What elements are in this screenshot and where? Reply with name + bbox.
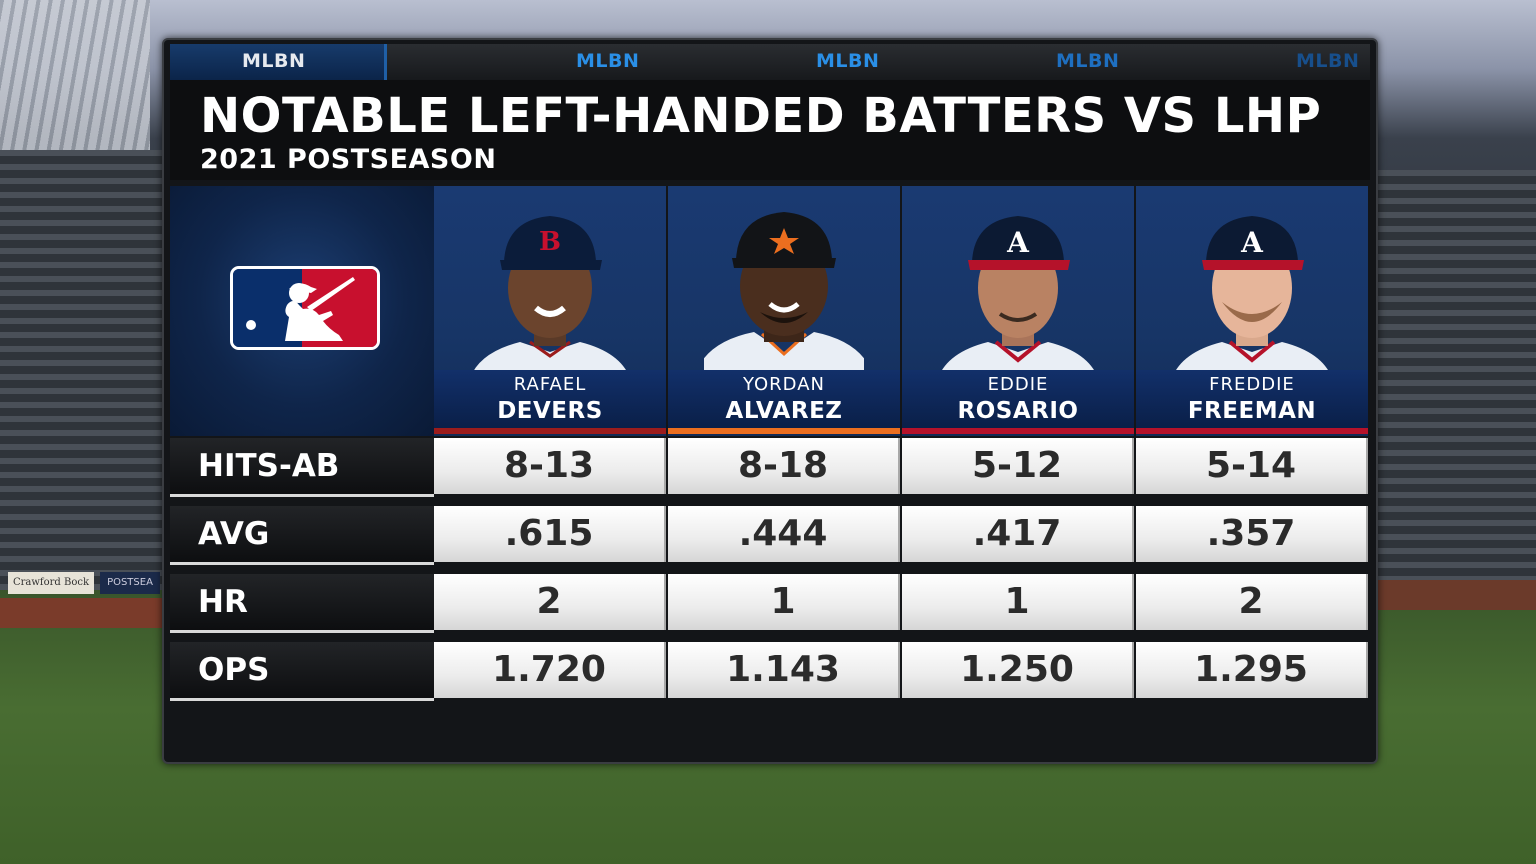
stat-value: 1	[770, 581, 796, 622]
ad-sign: Crawford Bock	[8, 572, 94, 594]
team-color-stripe	[668, 428, 900, 434]
stat-cell: 5-14	[1136, 438, 1368, 494]
stats-panel: MLBN MLBN MLBN MLBN MLBN NOTABLE LEFT-HA…	[162, 38, 1378, 764]
graphic-subtitle: 2021 POSTSEASON	[200, 144, 497, 175]
right-stands	[1372, 170, 1536, 580]
stat-cell: 1.720	[434, 642, 666, 698]
player-card-devers: B RAFAEL DEVERS	[434, 186, 666, 436]
braves-a-icon: A	[1006, 226, 1030, 259]
player-first-name: FREDDIE	[1209, 374, 1295, 395]
braves-a-icon: A	[1240, 226, 1264, 259]
stat-cell: 1	[668, 574, 900, 630]
player-namebar	[902, 370, 1134, 428]
astros-star-icon	[769, 228, 799, 254]
player-card-rosario: A EDDIE ROSARIO	[902, 186, 1134, 436]
player-namebar	[1136, 370, 1368, 428]
stat-label: OPS	[170, 642, 434, 701]
stat-label-text: AVG	[198, 516, 270, 552]
stat-value: .444	[738, 513, 828, 554]
left-wall	[0, 598, 165, 628]
player-last-name: FREEMAN	[1187, 398, 1317, 424]
player-photo-rosario: A	[938, 216, 1098, 378]
stat-value: 2	[1238, 581, 1264, 622]
mlb-logo-icon	[230, 266, 380, 350]
stat-value: 8-18	[737, 445, 829, 486]
postseason-sign: POSTSEA	[100, 572, 160, 594]
stat-label: HITS-AB	[170, 438, 434, 497]
stat-value: 1.250	[960, 649, 1074, 690]
stat-value: 5-14	[1205, 445, 1297, 486]
stat-value: 8-13	[503, 445, 595, 486]
stat-label-text: HITS-AB	[198, 448, 340, 484]
red-sox-b-icon: B	[539, 227, 561, 257]
stat-value: 1.143	[726, 649, 840, 690]
stat-value: 5-12	[971, 445, 1063, 486]
stat-cell: 1.250	[902, 642, 1134, 698]
stat-cell: 8-18	[668, 438, 900, 494]
network-tab-active	[170, 44, 387, 80]
player-card-freeman: A FREDDIE FREEMAN	[1136, 186, 1368, 436]
player-card-alvarez: YORDAN ALVAREZ	[668, 186, 900, 436]
player-last-name: ROSARIO	[957, 398, 1079, 424]
right-wall	[1372, 580, 1536, 610]
player-first-name: YORDAN	[742, 374, 825, 395]
player-first-name: RAFAEL	[513, 374, 587, 395]
stat-label-text: HR	[198, 584, 248, 620]
stadium-roof	[0, 0, 150, 150]
graphic-title: NOTABLE LEFT-HANDED BATTERS VS LHP	[200, 88, 1322, 144]
stat-value: 2	[536, 581, 562, 622]
stat-cell: .615	[434, 506, 666, 562]
title-box	[170, 80, 1370, 180]
player-first-name: EDDIE	[987, 374, 1049, 395]
network-logo-text: MLBN	[576, 50, 640, 72]
player-photo-devers: B	[470, 216, 630, 378]
stat-row-hr: HR 2 1 1 2	[170, 574, 1370, 633]
player-last-name: ALVAREZ	[725, 398, 843, 424]
stat-cell: 2	[1136, 574, 1368, 630]
stat-value: .357	[1206, 513, 1296, 554]
stat-cell: 5-12	[902, 438, 1134, 494]
network-bar: MLBN MLBN MLBN MLBN MLBN	[170, 44, 1370, 80]
league-logo-area	[170, 186, 434, 436]
network-logo-text: MLBN	[1296, 50, 1360, 72]
player-namebar	[434, 370, 666, 428]
player-photo-freeman: A	[1172, 216, 1332, 378]
team-color-stripe	[1136, 428, 1368, 434]
player-namebar	[668, 370, 900, 428]
stat-cell: 1.295	[1136, 642, 1368, 698]
stat-value: .615	[504, 513, 594, 554]
stat-value: 1	[1004, 581, 1030, 622]
stat-value: .417	[972, 513, 1062, 554]
stat-cell: 1.143	[668, 642, 900, 698]
stat-label: HR	[170, 574, 434, 633]
team-color-stripe	[902, 428, 1134, 434]
player-photo-alvarez	[704, 212, 864, 378]
stat-row-avg: AVG .615 .444 .417 .357	[170, 506, 1370, 565]
network-logo-text: MLBN	[1056, 50, 1120, 72]
network-logo-text: MLBN	[242, 50, 306, 72]
network-logo-text: MLBN	[816, 50, 880, 72]
stat-cell: 8-13	[434, 438, 666, 494]
stat-row-hits-ab: HITS-AB 8-13 8-18 5-12 5-14	[170, 438, 1370, 497]
player-last-name: DEVERS	[497, 398, 603, 424]
left-stands	[0, 150, 165, 590]
stat-cell: .417	[902, 506, 1134, 562]
stat-label-text: OPS	[198, 652, 270, 688]
stat-value: 1.720	[492, 649, 606, 690]
stat-label: AVG	[170, 506, 434, 565]
stat-row-ops: OPS 1.720 1.143 1.250 1.295	[170, 642, 1370, 701]
stat-cell: .444	[668, 506, 900, 562]
stat-cell: .357	[1136, 506, 1368, 562]
team-color-stripe	[434, 428, 666, 434]
stat-cell: 1	[902, 574, 1134, 630]
stat-cell: 2	[434, 574, 666, 630]
stat-value: 1.295	[1194, 649, 1308, 690]
